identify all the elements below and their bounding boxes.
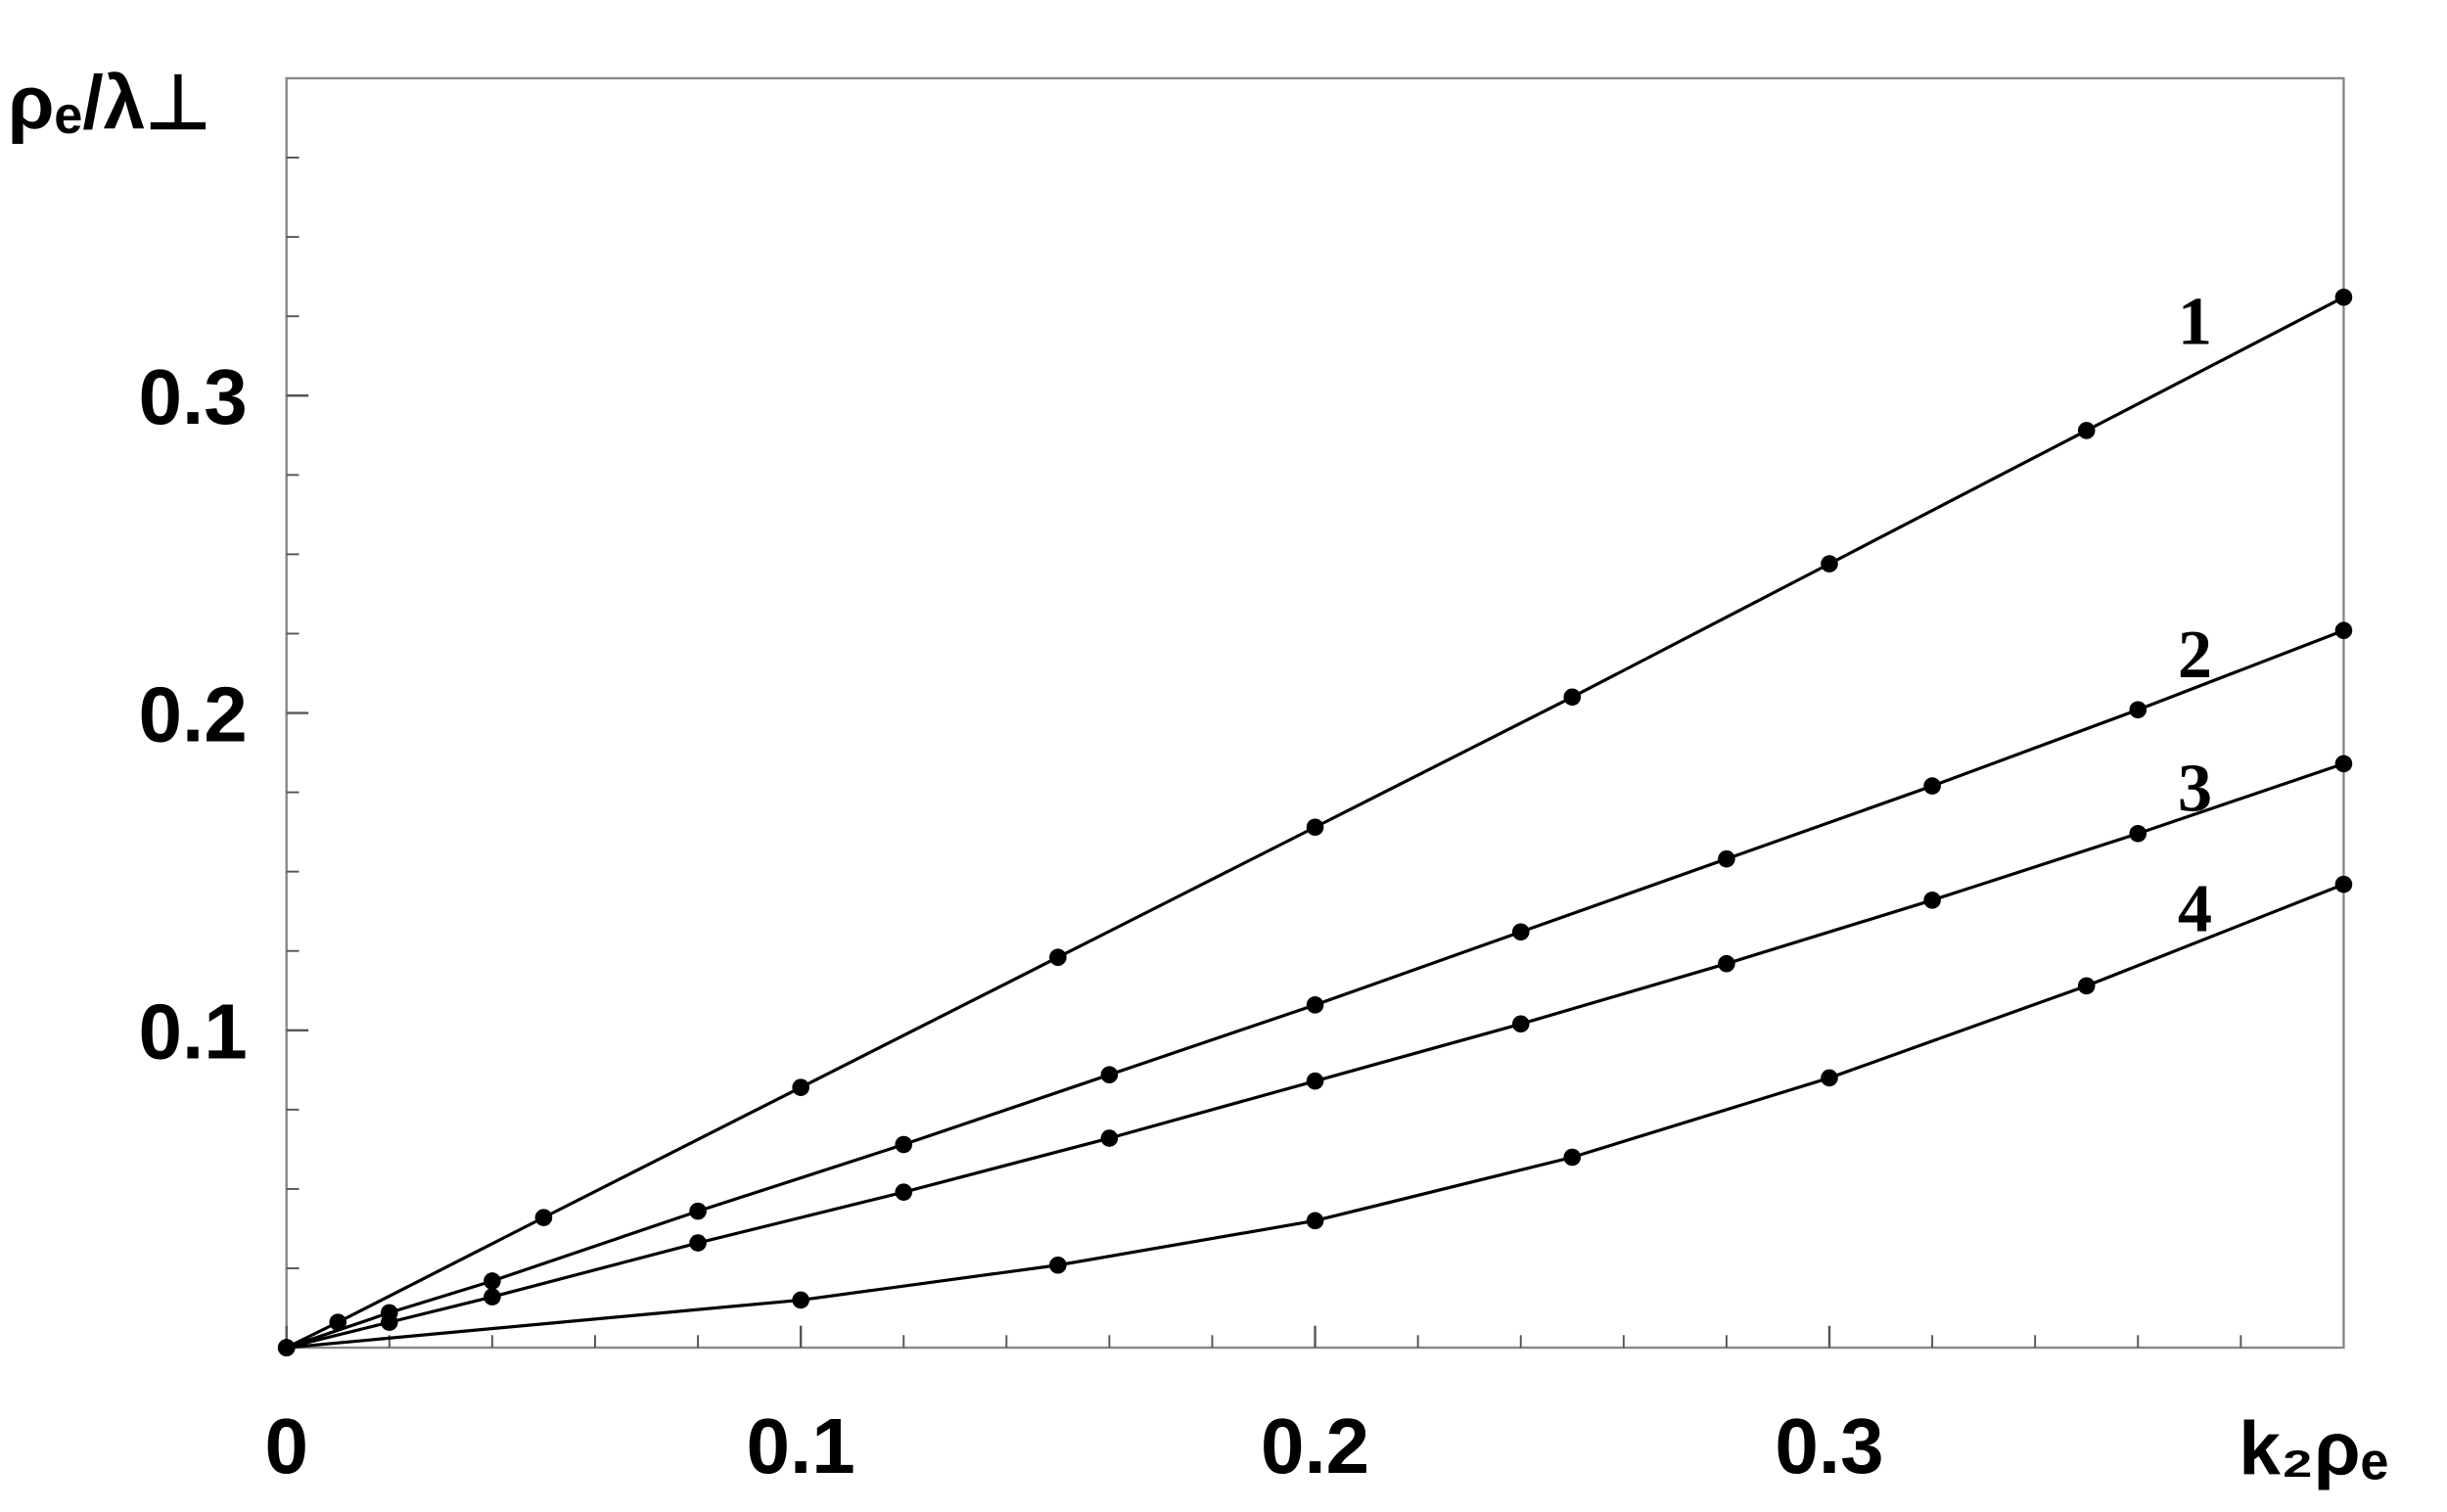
data-point [1306, 818, 1324, 837]
data-point [2334, 875, 2353, 893]
data-point [534, 1209, 553, 1226]
data-point [2129, 701, 2147, 719]
x-tick-label: 0.2 [1261, 1402, 1369, 1489]
data-point [1718, 954, 1735, 973]
curve-label: 4 [2178, 871, 2212, 947]
y-tick-label: 0.1 [139, 988, 248, 1076]
x-tick-label: 0.3 [1775, 1402, 1883, 1489]
data-point [2077, 977, 2096, 995]
data-point [1306, 1072, 1324, 1090]
data-point [1511, 923, 1530, 941]
data-point [329, 1313, 347, 1331]
curve [286, 761, 2344, 1350]
data-point [895, 1183, 913, 1201]
data-point [484, 1288, 501, 1306]
data-point [484, 1272, 501, 1290]
data-point [2129, 824, 2147, 843]
data-point [2334, 621, 2353, 640]
curve-label: 1 [2178, 284, 2212, 360]
data-point [1511, 1015, 1530, 1033]
y-tick-label: 0.2 [139, 670, 248, 757]
plot-frame [285, 76, 2345, 1350]
data-point [1049, 948, 1067, 967]
data-point [1923, 892, 1941, 909]
curve-label: 2 [2178, 617, 2212, 693]
data-point [1100, 1066, 1119, 1083]
data-point [2334, 755, 2353, 773]
data-point [1100, 1129, 1119, 1147]
x-axis-label: k₂ρₑ [2239, 1408, 2388, 1491]
data-point [1306, 1212, 1324, 1230]
data-point [792, 1078, 809, 1096]
data-point [2334, 288, 2353, 306]
data-point [1923, 777, 1941, 795]
data-point [1718, 849, 1735, 868]
curve [286, 883, 2345, 1350]
y-axis-label: ρₑ/λ⊥ [8, 62, 210, 145]
data-point [689, 1202, 707, 1220]
data-point [1049, 1256, 1067, 1274]
data-point [1563, 1148, 1582, 1167]
data-point [2077, 422, 2096, 439]
x-tick-label: 0.1 [747, 1402, 855, 1489]
curve-label: 3 [2178, 750, 2212, 826]
data-point [792, 1291, 809, 1309]
data-point [895, 1135, 913, 1154]
data-point [380, 1313, 398, 1331]
data-point [689, 1234, 707, 1252]
curve [286, 628, 2345, 1350]
data-point [1563, 688, 1582, 707]
y-tick-label: 0.3 [139, 353, 248, 440]
data-point [1306, 996, 1324, 1014]
curve [285, 296, 2345, 1350]
data-point [1821, 555, 1838, 573]
x-tick-label: 0 [264, 1402, 307, 1489]
data-point [277, 1339, 296, 1356]
data-point [1821, 1069, 1838, 1087]
